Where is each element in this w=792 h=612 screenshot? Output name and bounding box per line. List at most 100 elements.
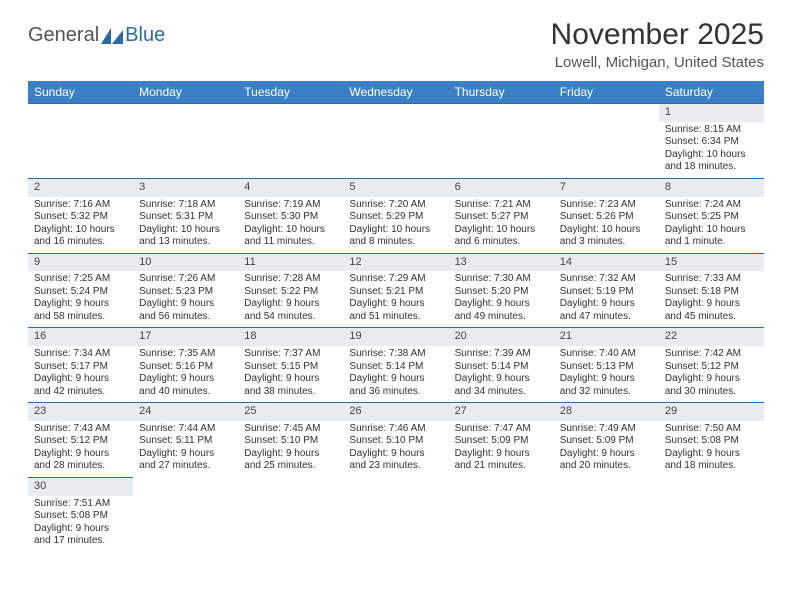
day-data-cell: Sunrise: 7:16 AMSunset: 5:32 PMDaylight:… (28, 197, 133, 254)
day-data-cell: Sunrise: 7:32 AMSunset: 5:19 PMDaylight:… (554, 271, 659, 328)
day-number-cell: 3 (133, 178, 238, 196)
day-data-cell: Sunrise: 7:49 AMSunset: 5:09 PMDaylight:… (554, 421, 659, 478)
sunrise-text: Sunrise: 7:28 AM (244, 273, 337, 286)
daylight-text: and 27 minutes. (139, 460, 232, 473)
weekday-header: Sunday (28, 81, 133, 104)
day-number-cell: 24 (133, 403, 238, 421)
daylight-text: and 18 minutes. (665, 460, 758, 473)
day-number-cell: 29 (659, 403, 764, 421)
daylight-text: Daylight: 10 hours (349, 224, 442, 237)
sunset-text: Sunset: 5:25 PM (665, 211, 758, 224)
daylight-text: Daylight: 9 hours (455, 448, 548, 461)
day-number-cell: 23 (28, 403, 133, 421)
sunset-text: Sunset: 5:10 PM (349, 435, 442, 448)
daylight-text: Daylight: 10 hours (34, 224, 127, 237)
page-header: General Blue November 2025 Lowell, Michi… (28, 18, 764, 71)
sunset-text: Sunset: 5:14 PM (455, 361, 548, 374)
sunset-text: Sunset: 5:09 PM (560, 435, 653, 448)
sunrise-text: Sunrise: 7:47 AM (455, 423, 548, 436)
sunrise-text: Sunrise: 7:34 AM (34, 348, 127, 361)
daylight-text: and 56 minutes. (139, 311, 232, 324)
day-data-cell (133, 122, 238, 179)
sunset-text: Sunset: 5:23 PM (139, 286, 232, 299)
day-number-cell (133, 477, 238, 495)
daylight-text: and 42 minutes. (34, 386, 127, 399)
daylight-text: Daylight: 9 hours (560, 298, 653, 311)
daylight-text: and 32 minutes. (560, 386, 653, 399)
logo-text-general: General (28, 24, 99, 47)
day-data-cell: Sunrise: 7:34 AMSunset: 5:17 PMDaylight:… (28, 346, 133, 403)
sunset-text: Sunset: 5:18 PM (665, 286, 758, 299)
daylight-text: and 20 minutes. (560, 460, 653, 473)
day-data-cell: Sunrise: 7:18 AMSunset: 5:31 PMDaylight:… (133, 197, 238, 254)
daylight-text: and 49 minutes. (455, 311, 548, 324)
sunset-text: Sunset: 5:14 PM (349, 361, 442, 374)
daylight-text: and 8 minutes. (349, 236, 442, 249)
day-data-row: Sunrise: 7:43 AMSunset: 5:12 PMDaylight:… (28, 421, 764, 478)
daylight-text: Daylight: 9 hours (139, 373, 232, 386)
sunrise-text: Sunrise: 7:40 AM (560, 348, 653, 361)
day-data-cell (554, 496, 659, 552)
daylight-text: Daylight: 9 hours (665, 448, 758, 461)
sunrise-text: Sunrise: 7:46 AM (349, 423, 442, 436)
sunset-text: Sunset: 5:22 PM (244, 286, 337, 299)
daylight-text: and 17 minutes. (34, 535, 127, 548)
sunset-text: Sunset: 5:24 PM (34, 286, 127, 299)
day-data-cell (238, 496, 343, 552)
sunrise-text: Sunrise: 7:26 AM (139, 273, 232, 286)
sunset-text: Sunset: 5:29 PM (349, 211, 442, 224)
day-data-cell: Sunrise: 7:28 AMSunset: 5:22 PMDaylight:… (238, 271, 343, 328)
sunrise-text: Sunrise: 7:37 AM (244, 348, 337, 361)
day-number-cell: 12 (343, 253, 448, 271)
daylight-text: and 45 minutes. (665, 311, 758, 324)
sunrise-text: Sunrise: 7:51 AM (34, 498, 127, 511)
sunset-text: Sunset: 5:31 PM (139, 211, 232, 224)
day-data-cell: Sunrise: 7:29 AMSunset: 5:21 PMDaylight:… (343, 271, 448, 328)
day-data-cell (238, 122, 343, 179)
sunrise-text: Sunrise: 7:45 AM (244, 423, 337, 436)
day-number-cell: 18 (238, 328, 343, 346)
day-number-cell: 25 (238, 403, 343, 421)
day-number-cell: 7 (554, 178, 659, 196)
day-data-cell (343, 122, 448, 179)
sunrise-text: Sunrise: 7:16 AM (34, 199, 127, 212)
day-data-cell (28, 122, 133, 179)
day-data-cell: Sunrise: 7:47 AMSunset: 5:09 PMDaylight:… (449, 421, 554, 478)
sunrise-text: Sunrise: 7:25 AM (34, 273, 127, 286)
sunset-text: Sunset: 5:19 PM (560, 286, 653, 299)
sunset-text: Sunset: 5:12 PM (665, 361, 758, 374)
day-number-cell: 22 (659, 328, 764, 346)
daylight-text: Daylight: 9 hours (560, 373, 653, 386)
sunrise-text: Sunrise: 8:15 AM (665, 124, 758, 137)
day-number-cell: 15 (659, 253, 764, 271)
day-data-cell: Sunrise: 7:19 AMSunset: 5:30 PMDaylight:… (238, 197, 343, 254)
daylight-text: and 54 minutes. (244, 311, 337, 324)
day-data-cell: Sunrise: 7:25 AMSunset: 5:24 PMDaylight:… (28, 271, 133, 328)
daylight-text: Daylight: 9 hours (665, 298, 758, 311)
day-number-cell (449, 477, 554, 495)
daylight-text: Daylight: 9 hours (139, 448, 232, 461)
day-data-cell: Sunrise: 7:40 AMSunset: 5:13 PMDaylight:… (554, 346, 659, 403)
day-number-cell (449, 104, 554, 122)
sunrise-text: Sunrise: 7:20 AM (349, 199, 442, 212)
logo: General Blue (28, 24, 165, 47)
day-data-row: Sunrise: 7:16 AMSunset: 5:32 PMDaylight:… (28, 197, 764, 254)
sunrise-text: Sunrise: 7:38 AM (349, 348, 442, 361)
daylight-text: Daylight: 9 hours (244, 373, 337, 386)
daylight-text: and 36 minutes. (349, 386, 442, 399)
sunset-text: Sunset: 5:09 PM (455, 435, 548, 448)
day-data-cell: Sunrise: 7:35 AMSunset: 5:16 PMDaylight:… (133, 346, 238, 403)
sail-icon (101, 28, 123, 44)
sunrise-text: Sunrise: 7:30 AM (455, 273, 548, 286)
day-number-row: 2345678 (28, 178, 764, 196)
day-number-cell: 21 (554, 328, 659, 346)
day-data-cell: Sunrise: 7:23 AMSunset: 5:26 PMDaylight:… (554, 197, 659, 254)
sunset-text: Sunset: 5:17 PM (34, 361, 127, 374)
sunrise-text: Sunrise: 7:29 AM (349, 273, 442, 286)
sunrise-text: Sunrise: 7:21 AM (455, 199, 548, 212)
sunrise-text: Sunrise: 7:44 AM (139, 423, 232, 436)
day-data-row: Sunrise: 7:51 AMSunset: 5:08 PMDaylight:… (28, 496, 764, 552)
sunset-text: Sunset: 5:27 PM (455, 211, 548, 224)
sunset-text: Sunset: 5:32 PM (34, 211, 127, 224)
day-data-row: Sunrise: 7:34 AMSunset: 5:17 PM Daylight:… (28, 346, 764, 403)
